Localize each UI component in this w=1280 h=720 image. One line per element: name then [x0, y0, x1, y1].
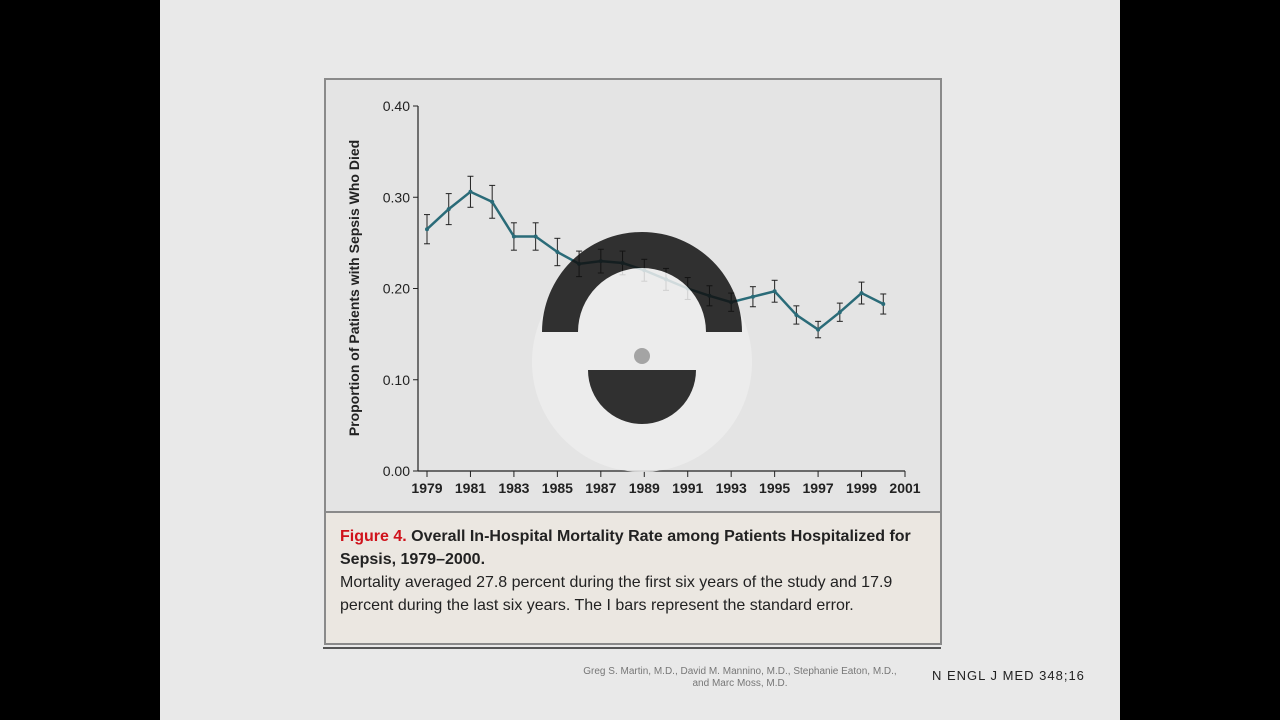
loading-spinner-icon	[532, 232, 752, 472]
x-tick-label: 1989	[629, 480, 660, 496]
data-point	[490, 199, 495, 204]
data-point	[837, 310, 842, 315]
x-tick-label: 1991	[672, 480, 703, 496]
x-tick-label: 1997	[803, 480, 834, 496]
y-axis-label: Proportion of Patients with Sepsis Who D…	[346, 140, 362, 436]
figure-panel: 0.00 0.10 0.20 0.30 0.40 1979 1981 1983 1985 1987…	[324, 78, 942, 645]
caption-body: Mortality averaged 27.8 percent during t…	[340, 574, 893, 614]
x-tick-label: 1993	[716, 480, 747, 496]
data-point	[772, 289, 777, 294]
data-point	[881, 302, 886, 307]
x-tick-label: 1985	[542, 480, 573, 496]
y-tick-label: 0.20	[383, 281, 410, 297]
data-point	[511, 234, 516, 239]
y-tick-label: 0.40	[383, 98, 410, 114]
x-tick-label: 1995	[759, 480, 790, 496]
y-tick-label: 0.00	[383, 463, 410, 479]
x-tick-label: 1999	[846, 480, 877, 496]
data-point	[533, 234, 538, 239]
x-tick-label: 1981	[455, 480, 486, 496]
figure-label: Figure 4.	[340, 528, 407, 545]
data-point	[816, 327, 821, 332]
y-tick-label: 0.30	[383, 189, 410, 205]
journal-citation: N ENGL J MED 348;16	[932, 668, 1085, 683]
divider	[323, 647, 941, 649]
authors-line: and Marc Moss, M.D.	[692, 678, 788, 689]
data-point	[859, 291, 864, 296]
data-point	[794, 312, 799, 317]
figure-title: Overall In-Hospital Mortality Rate among…	[340, 528, 911, 568]
data-point	[555, 250, 560, 254]
figure-caption: Figure 4. Overall In-Hospital Mortality …	[326, 511, 940, 643]
authors-line: Greg S. Martin, M.D., David M. Mannino, …	[583, 666, 897, 677]
authors: Greg S. Martin, M.D., David M. Mannino, …	[580, 666, 900, 690]
data-point	[446, 207, 451, 212]
x-tick-label: 1987	[585, 480, 616, 496]
x-tick-label: 1979	[411, 480, 442, 496]
data-point	[425, 227, 429, 232]
x-tick-label: 2001	[889, 480, 920, 496]
x-tick-label: 1983	[498, 480, 529, 496]
data-point	[468, 189, 473, 194]
y-tick-label: 0.10	[383, 372, 410, 388]
data-point	[750, 294, 755, 299]
chart: 0.00 0.10 0.20 0.30 0.40 1979 1981 1983 1985 1987…	[346, 98, 921, 496]
